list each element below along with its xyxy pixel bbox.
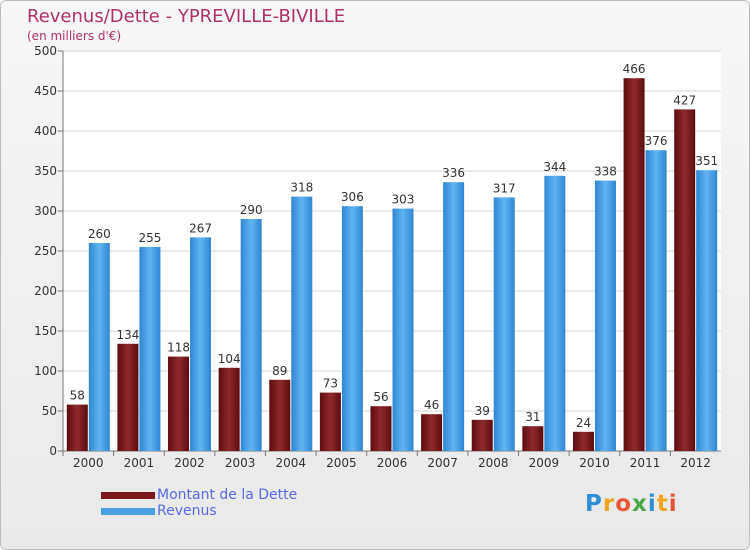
data-label-debt: 134	[116, 328, 139, 342]
legend-swatch-debt	[101, 491, 155, 499]
y-tick-label: 450	[34, 84, 57, 98]
bar-revenue	[341, 206, 363, 451]
bar-debt	[471, 419, 493, 451]
data-label-debt: 427	[673, 93, 696, 107]
logo-letter: t	[656, 491, 669, 517]
data-label-revenue: 318	[290, 181, 313, 195]
bar-revenue	[696, 170, 718, 451]
bar-debt	[522, 426, 544, 451]
legend-label-revenue: Revenus	[157, 503, 217, 519]
bar-debt	[66, 404, 88, 451]
data-label-debt: 89	[272, 364, 287, 378]
data-label-revenue: 336	[442, 166, 465, 180]
data-label-debt: 104	[218, 352, 241, 366]
y-tick-label: 200	[34, 284, 57, 298]
bar-debt	[218, 367, 240, 451]
y-tick-label: 300	[34, 204, 57, 218]
bar-revenue	[544, 175, 566, 452]
x-tick-label: 2012	[680, 456, 711, 470]
x-tick-label: 2004	[275, 456, 306, 470]
x-tick-label: 2003	[225, 456, 256, 470]
bar-revenue	[645, 150, 667, 451]
data-label-debt: 39	[475, 404, 490, 418]
y-tick-label: 500	[34, 44, 57, 58]
bar-revenue	[240, 219, 262, 451]
bar-debt	[421, 414, 443, 451]
bar-debt	[319, 392, 341, 451]
logo-letter: i	[647, 491, 657, 517]
bar-revenue	[392, 208, 414, 451]
x-tick-label: 2009	[529, 456, 560, 470]
x-tick-label: 2008	[478, 456, 509, 470]
bar-debt	[623, 78, 645, 451]
legend-label-debt: Montant de la Dette	[157, 487, 298, 503]
legend-item-revenue: Revenus	[101, 503, 297, 519]
data-label-revenue: 317	[493, 181, 516, 195]
x-tick-label: 2001	[124, 456, 155, 470]
logo-letter: r	[602, 491, 616, 517]
logo-letter: P	[585, 491, 603, 517]
legend: Montant de la Dette Revenus	[101, 487, 297, 519]
bar-revenue	[291, 196, 313, 451]
data-label-revenue: 290	[240, 203, 263, 217]
proxiti-logo: Proxiti	[585, 491, 678, 517]
chart-title: Revenus/Dette - YPREVILLE-BIVILLE	[27, 6, 346, 27]
data-label-revenue: 260	[88, 227, 111, 241]
y-tick-label: 0	[49, 444, 57, 458]
legend-item-debt: Montant de la Dette	[101, 487, 297, 503]
x-tick-label: 2006	[377, 456, 408, 470]
data-label-debt: 58	[70, 389, 85, 403]
bar-revenue	[493, 197, 515, 451]
data-label-revenue: 255	[138, 231, 161, 245]
y-tick-label: 250	[34, 244, 57, 258]
data-label-debt: 46	[424, 398, 439, 412]
chart-subtitle: (en milliers d'€)	[27, 29, 122, 43]
bar-debt	[674, 109, 696, 452]
y-tick-label: 350	[34, 164, 57, 178]
bar-debt	[269, 379, 291, 451]
y-tick-label: 50	[42, 404, 57, 418]
y-tick-label: 100	[34, 364, 57, 378]
bar-revenue	[190, 237, 212, 451]
data-label-debt: 31	[525, 410, 540, 424]
data-label-revenue: 344	[543, 160, 566, 174]
y-tick-label: 400	[34, 124, 57, 138]
data-label-revenue: 306	[341, 190, 364, 204]
x-tick-label: 2007	[427, 456, 458, 470]
bar-revenue	[443, 182, 465, 451]
y-tick-label: 150	[34, 324, 57, 338]
data-label-debt: 118	[167, 341, 190, 355]
bar-debt	[370, 406, 392, 451]
bar-debt	[168, 356, 190, 451]
bar-revenue	[88, 243, 110, 451]
data-label-revenue: 376	[645, 134, 668, 148]
bar-debt	[572, 431, 594, 451]
data-label-debt: 73	[323, 377, 338, 391]
data-label-revenue: 338	[594, 165, 617, 179]
data-label-revenue: 267	[189, 221, 212, 235]
bar-revenue	[594, 180, 616, 451]
x-tick-label: 2002	[174, 456, 205, 470]
legend-swatch-revenue	[101, 507, 155, 515]
data-label-debt: 24	[576, 416, 591, 430]
x-tick-label: 2000	[73, 456, 104, 470]
x-tick-label: 2011	[630, 456, 661, 470]
bar-revenue	[139, 247, 161, 451]
data-label-debt: 56	[373, 390, 388, 404]
data-label-debt: 466	[623, 62, 646, 76]
data-label-revenue: 351	[695, 154, 718, 168]
x-tick-label: 2005	[326, 456, 357, 470]
logo-letter: i	[668, 491, 678, 517]
bar-debt	[117, 343, 139, 451]
logo-letter: x	[632, 491, 648, 517]
x-tick-label: 2010	[579, 456, 610, 470]
logo-letter: o	[615, 491, 633, 517]
data-label-revenue: 303	[392, 193, 415, 207]
